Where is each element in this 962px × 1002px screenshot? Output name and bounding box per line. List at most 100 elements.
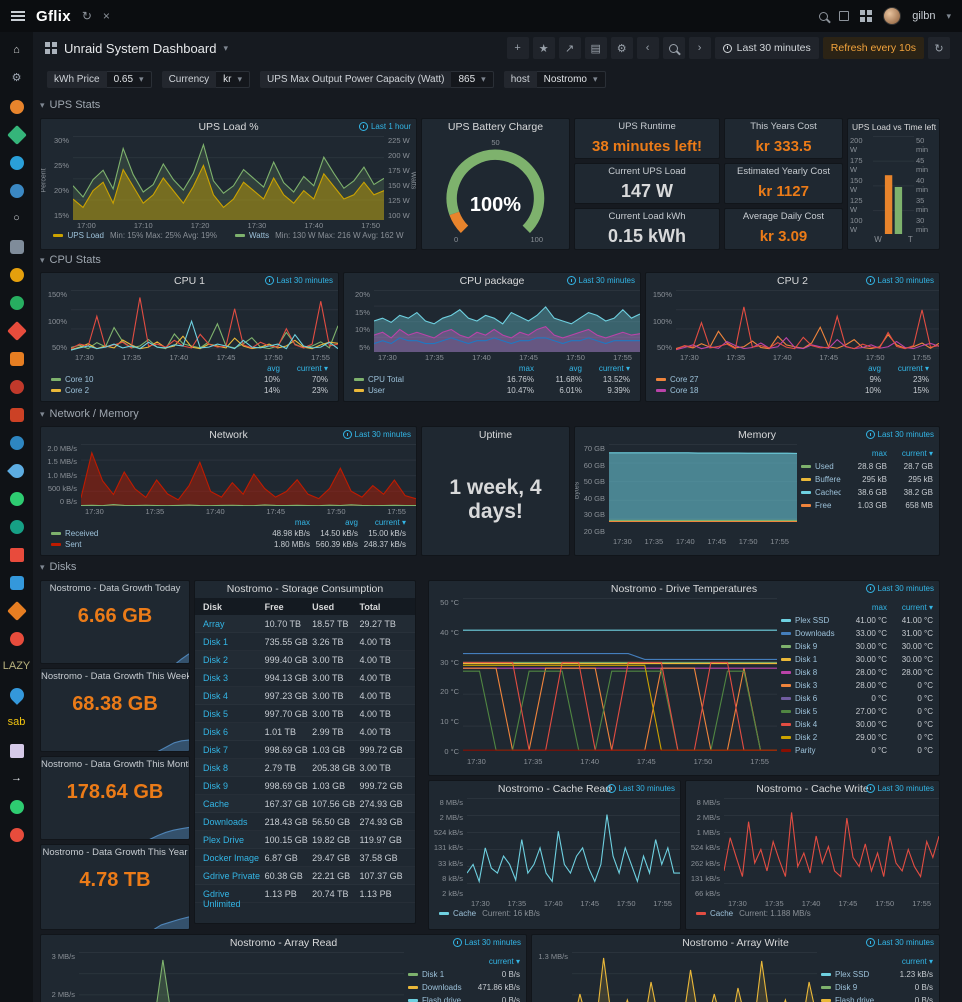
panel-title[interactable]: Memory xyxy=(738,429,776,441)
sidebar-app-icon[interactable] xyxy=(7,153,26,172)
sidebar-app-icon[interactable] xyxy=(6,320,27,341)
sidebar-app-icon[interactable] xyxy=(6,600,27,621)
sidebar-app-icon[interactable] xyxy=(7,349,26,368)
panel-title[interactable]: Network xyxy=(209,429,248,441)
panel-title[interactable]: CPU 1 xyxy=(174,275,205,287)
close-icon[interactable]: × xyxy=(102,9,110,23)
legend-row[interactable]: Cached 38.6 GB 38.2 GB xyxy=(801,486,933,499)
time-forward-button[interactable]: › xyxy=(688,37,711,59)
fullscreen-icon[interactable] xyxy=(839,11,850,21)
panel-title[interactable]: UPS Runtime xyxy=(618,121,676,132)
apps-grid-icon[interactable] xyxy=(860,10,873,22)
legend-row[interactable]: Core 10 10% 70% xyxy=(51,374,328,385)
disk-link[interactable]: Disk 9 xyxy=(203,780,229,791)
disk-link[interactable]: Disk 8 xyxy=(203,762,229,773)
variable-dropdown[interactable]: Nostromo ▾ xyxy=(536,70,606,88)
panel-time-range[interactable]: Last 30 minutes xyxy=(865,784,934,793)
refresh-button[interactable]: ↻ xyxy=(928,37,950,59)
network-chart[interactable] xyxy=(81,444,416,506)
col-disk[interactable]: Disk xyxy=(203,602,223,612)
panel-time-range[interactable]: Last 30 minutes xyxy=(865,938,934,947)
disk-link[interactable]: Gdrive Private xyxy=(203,870,261,881)
col-used[interactable]: Used xyxy=(312,602,335,612)
legend-item[interactable]: Cache Current: 1.188 MB/s xyxy=(696,909,811,918)
legend-col-current[interactable]: current ▾ xyxy=(897,364,929,373)
sidebar-app-icon[interactable] xyxy=(7,237,26,256)
legend-col-current[interactable]: current ▾ xyxy=(374,518,406,527)
legend-row[interactable]: Disk 8 28.00 °C 28.00 °C xyxy=(781,666,933,679)
legend-row[interactable]: Disk 1 30.00 °C 30.00 °C xyxy=(781,653,933,666)
legend-col-avg[interactable]: avg xyxy=(345,518,358,527)
disk-link[interactable]: Plex Drive xyxy=(203,834,245,845)
refresh-interval-picker[interactable]: Refresh every 10s xyxy=(822,37,924,59)
panel-time-range[interactable]: Last 30 minutes xyxy=(566,276,635,285)
panel-title[interactable]: CPU 2 xyxy=(777,275,808,287)
col-free[interactable]: Free xyxy=(264,602,284,612)
sidebar-app-icon[interactable] xyxy=(7,405,26,424)
panel-time-range[interactable]: Last 30 minutes xyxy=(865,276,934,285)
snapshot-button[interactable]: ▤ xyxy=(584,37,607,59)
sidebar-app-icon[interactable]: ⌂ xyxy=(13,44,20,56)
panel-title[interactable]: Nostromo - Data Growth This Week xyxy=(41,671,189,682)
row-header-disks[interactable]: ▾ Disks xyxy=(40,561,77,573)
legend-row[interactable]: Flash drive 0 B/s xyxy=(821,994,933,1002)
cache-write-chart[interactable] xyxy=(724,798,939,898)
panel-title[interactable]: CPU package xyxy=(459,275,525,287)
legend-row[interactable]: Core 2 14% 23% xyxy=(51,385,328,396)
ups-load-chart[interactable] xyxy=(73,136,384,220)
disk-link[interactable]: Disk 6 xyxy=(203,726,229,737)
legend-col-current[interactable]: current ▾ xyxy=(901,957,933,966)
panel-title[interactable]: Estimated Yearly Cost xyxy=(737,166,830,177)
legend-row[interactable]: Parity 0 °C 0 °C xyxy=(781,744,933,756)
disk-link[interactable]: Disk 2 xyxy=(203,654,229,665)
legend-col-current[interactable]: current ▾ xyxy=(598,364,630,373)
disk-link[interactable]: Disk 4 xyxy=(203,690,229,701)
legend-row[interactable]: CPU Total 16.76% 11.68% 13.52% xyxy=(354,374,630,385)
sidebar-app-icon[interactable] xyxy=(7,629,26,648)
row-header-ups[interactable]: ▾ UPS Stats xyxy=(40,99,101,111)
panel-title[interactable]: Average Daily Cost xyxy=(742,211,825,222)
sidebar-app-icon[interactable] xyxy=(7,489,26,508)
sidebar-app-icon[interactable]: → xyxy=(11,772,22,784)
disk-link[interactable]: Downloads xyxy=(203,816,248,827)
legend-col-max[interactable]: max xyxy=(871,449,887,458)
panel-time-range[interactable]: Last 30 minutes xyxy=(865,584,934,593)
legend-row[interactable]: Sent 1.80 MB/s 560.39 kB/s 248.37 kB/s xyxy=(51,539,406,550)
disk-link[interactable]: Disk 5 xyxy=(203,708,229,719)
legend-item[interactable]: UPS Load Min: 15% Max: 25% Avg: 19% xyxy=(53,231,217,240)
legend-row[interactable]: Free 1.03 GB 658 MB xyxy=(801,499,933,512)
panel-title[interactable]: Nostromo - Storage Consumption xyxy=(226,583,384,595)
legend-row[interactable]: Downloads 33.00 °C 31.00 °C xyxy=(781,627,933,640)
disk-link[interactable]: Cache xyxy=(203,798,230,809)
panel-title[interactable]: Nostromo - Drive Temperatures xyxy=(610,583,758,595)
disk-link[interactable]: Disk 3 xyxy=(203,672,229,683)
user-avatar[interactable] xyxy=(883,7,902,25)
panel-title[interactable]: Nostromo - Data Growth This Month xyxy=(41,759,189,770)
array-read-chart[interactable] xyxy=(79,952,404,1002)
legend-row[interactable]: Core 18 10% 15% xyxy=(656,385,929,396)
sidebar-app-icon[interactable]: ○ xyxy=(13,212,20,224)
array-write-chart[interactable] xyxy=(572,952,817,1002)
panel-time-range[interactable]: Last 30 minutes xyxy=(342,430,411,439)
legend-col-current[interactable]: current ▾ xyxy=(901,449,933,458)
legend-row[interactable]: Plex SSD 1.23 kB/s xyxy=(821,968,933,981)
share-button[interactable]: ↗ xyxy=(558,37,581,59)
dashboard-title-caret-icon[interactable]: ▾ xyxy=(223,42,228,53)
panel-title[interactable]: UPS Battery Charge xyxy=(447,121,544,133)
variable-dropdown[interactable]: 0.65 ▾ xyxy=(106,70,152,88)
legend-row[interactable]: Plex SSD 41.00 °C 41.00 °C xyxy=(781,614,933,627)
sync-icon[interactable]: ↻ xyxy=(81,9,92,23)
legend-col-current[interactable]: current ▾ xyxy=(296,364,328,373)
legend-row[interactable]: User 10.47% 6.01% 9.39% xyxy=(354,385,630,396)
user-name[interactable]: gilbn xyxy=(912,10,936,22)
sidebar-app-icon[interactable] xyxy=(7,181,26,200)
sidebar-app-icon[interactable] xyxy=(7,825,26,844)
cpu-package-chart[interactable] xyxy=(374,290,640,352)
memory-chart[interactable] xyxy=(609,444,797,536)
panel-time-range[interactable]: Last 1 hour xyxy=(358,122,411,131)
sidebar-app-icon[interactable] xyxy=(7,377,26,396)
row-header-netmem[interactable]: ▾ Network / Memory xyxy=(40,408,139,420)
